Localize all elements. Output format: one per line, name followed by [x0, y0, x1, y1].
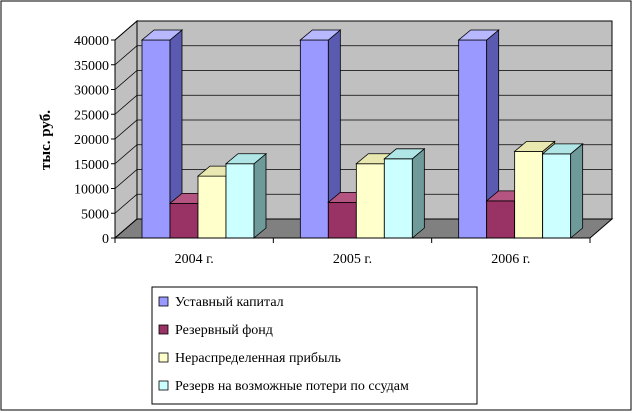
legend: Уставный капитал Резервный фонд Нераспреде… — [151, 286, 478, 405]
gridline — [114, 218, 612, 239]
gridline — [114, 193, 612, 214]
bar-side — [570, 142, 584, 239]
bar — [224, 152, 268, 239]
bar — [140, 29, 184, 239]
bar-front — [514, 150, 544, 239]
bar-top — [457, 29, 500, 41]
gridline — [114, 45, 612, 66]
y-tick-label: 30000 — [74, 84, 109, 99]
legend-label: Нераспределенная прибыль — [175, 351, 341, 366]
x-category-label: 2005 г. — [333, 252, 372, 267]
legend-swatch — [158, 352, 169, 363]
legend-label: Резервный фонд — [175, 323, 273, 338]
legend-box — [151, 286, 478, 405]
legend-swatch — [158, 296, 169, 307]
legend-label: Уставный капитал — [175, 295, 284, 310]
bar — [541, 142, 584, 239]
y-tick-label: 15000 — [74, 158, 109, 173]
y-tick-label: 25000 — [74, 108, 109, 123]
bar-front — [197, 175, 227, 239]
bar-top — [541, 143, 584, 155]
y-tick-label: 10000 — [74, 183, 109, 198]
x-category-label: 2006 г. — [491, 252, 530, 267]
gridline — [114, 169, 612, 189]
bar-top — [513, 140, 556, 152]
bar-top — [224, 153, 268, 165]
y-tick-label: 5000 — [81, 207, 109, 222]
legend-swatch — [158, 324, 169, 335]
bars — [140, 29, 584, 239]
x-category-label: 2004 г. — [175, 252, 214, 267]
x-axis-categories: 2004 г. 2005 г. 2006 г. — [114, 237, 591, 267]
bar-front — [383, 158, 413, 239]
y-axis-label: тыс. руб. — [38, 110, 54, 170]
bar-side — [411, 147, 425, 239]
bar-side — [253, 152, 267, 239]
y-tick-label: 40000 — [74, 34, 109, 49]
bar — [383, 147, 426, 239]
bar-top — [383, 148, 426, 160]
bar-front — [141, 39, 171, 239]
y-tick-label: 0 — [102, 232, 109, 247]
y-axis-ticks: 0 5000 10000 15000 20000 25000 30000 35000 40000 — [74, 34, 116, 247]
gridline — [114, 20, 612, 41]
gridline — [114, 70, 612, 90]
bar-front — [355, 163, 385, 239]
gridline — [114, 119, 612, 140]
bar-front — [299, 39, 329, 239]
y-tick-label: 20000 — [74, 133, 109, 148]
gridline — [114, 94, 612, 115]
y-tick-label: 35000 — [74, 59, 109, 74]
bar — [457, 29, 500, 239]
bar-front — [225, 163, 255, 239]
bar-top — [140, 29, 184, 41]
legend-label: Резерв на возможные потери по ссудам — [175, 379, 409, 394]
bar-front — [458, 39, 488, 239]
gridlines — [114, 20, 612, 239]
bar-top — [299, 29, 342, 41]
bar-front — [327, 201, 357, 239]
bar-front — [486, 200, 516, 239]
bar — [299, 29, 342, 239]
bar-front — [169, 202, 199, 239]
legend-swatch — [158, 380, 169, 391]
bar-front — [542, 153, 572, 239]
gridline — [114, 144, 612, 165]
